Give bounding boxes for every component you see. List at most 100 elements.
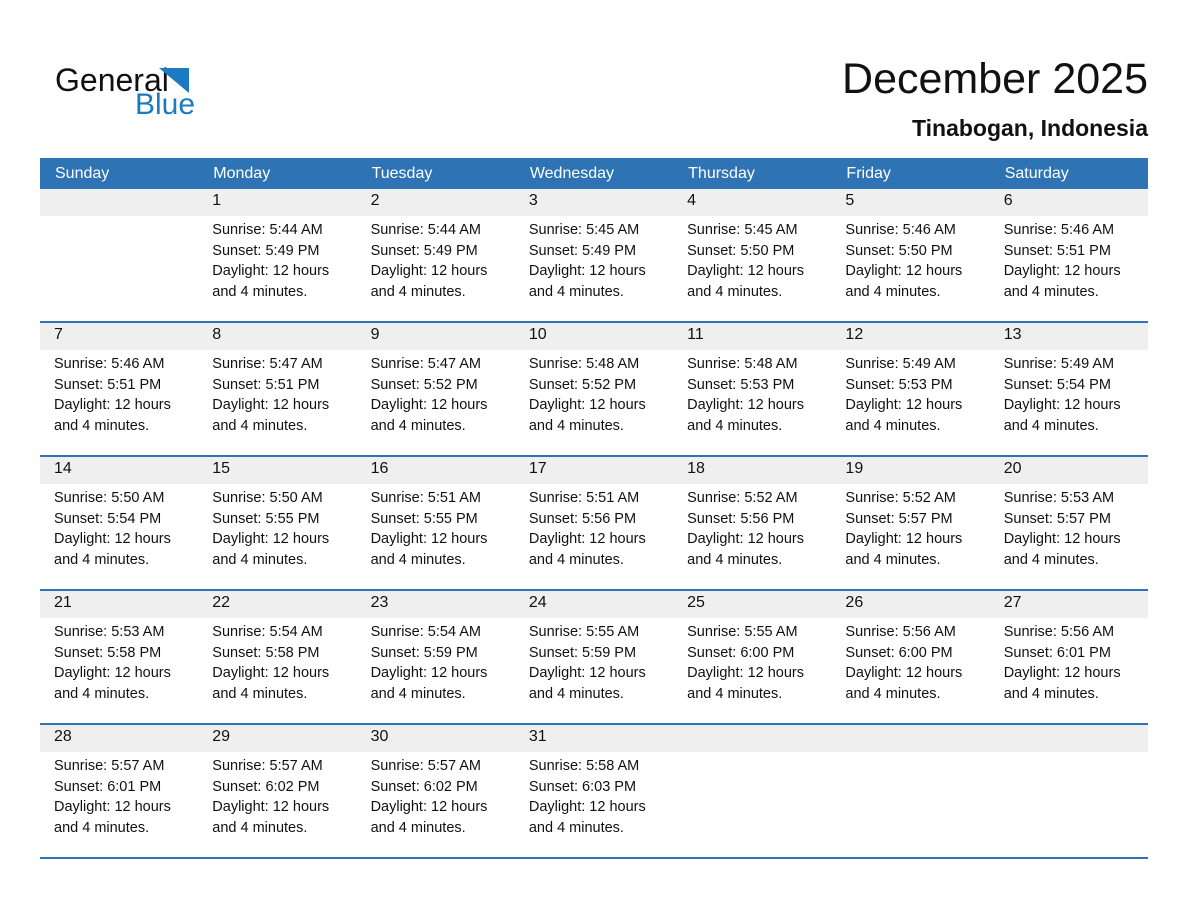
sunset-line: Sunset: 5:53 PM (845, 376, 953, 393)
calendar-table: Sunday Monday Tuesday Wednesday Thursday Frid… (40, 158, 1148, 859)
daylight-line: Daylight: 12 hours and 4 minutes. (687, 531, 805, 568)
sunset-line: Sunset: 5:52 PM (370, 376, 478, 393)
sunset-line: Sunset: 6:00 PM (687, 644, 795, 661)
day-details: Sunrise: 5:50 AM Sunset: 5:54 PM Daylight:… (40, 484, 198, 570)
day-details: Sunrise: 5:46 AM Sunset: 5:51 PM Daylight:… (40, 350, 198, 436)
sunrise-line: Sunrise: 5:46 AM (54, 356, 165, 372)
weekday-header-row: Sunday Monday Tuesday Wednesday Thursday Frid… (40, 158, 1148, 189)
sunset-line: Sunset: 5:56 PM (687, 510, 795, 527)
sunset-line: Sunset: 5:56 PM (528, 510, 637, 527)
sunrise-line: Sunrise: 5:50 AM (54, 490, 165, 506)
sunrise-line: Sunrise: 5:56 AM (845, 624, 956, 640)
day-number: 4 (673, 189, 832, 216)
day-details: Sunrise: 5:45 AM Sunset: 5:50 PM Daylight:… (673, 216, 831, 302)
daylight-line: Daylight: 12 hours and 4 minutes. (845, 263, 963, 300)
day-number: 25 (673, 591, 832, 618)
sunset-line: Sunset: 5:52 PM (528, 376, 637, 393)
daylight-line: Daylight: 12 hours and 4 minutes. (212, 531, 330, 568)
day-cell-17: 17 Sunrise: 5:51 AM Sunset: 5:56 PM Dayligh… (514, 457, 674, 589)
daylight-line: Daylight: 12 hours and 4 minutes. (370, 531, 488, 568)
daylight-line: Daylight: 12 hours and 4 minutes. (370, 263, 488, 300)
day-cell-empty (831, 725, 990, 857)
sunrise-line: Sunrise: 5:54 AM (370, 624, 481, 640)
sunset-line: Sunset: 5:55 PM (370, 510, 478, 527)
sunset-line: Sunset: 6:01 PM (54, 778, 162, 795)
sunrise-line: Sunrise: 5:58 AM (528, 758, 640, 774)
day-cell-8: 8 Sunrise: 5:47 AM Sunset: 5:51 PM Daylight… (198, 323, 357, 455)
sunrise-line: Sunrise: 5:52 AM (687, 490, 798, 506)
day-number: 1 (198, 189, 357, 216)
day-details: Sunrise: 5:52 AM Sunset: 5:57 PM Daylight:… (831, 484, 989, 570)
sunset-line: Sunset: 5:51 PM (1003, 242, 1111, 259)
day-details: Sunrise: 5:47 AM Sunset: 5:52 PM Daylight:… (357, 350, 515, 436)
weekday-monday: Monday (213, 165, 271, 182)
day-cell-28: 28 Sunrise: 5:57 AM Sunset: 6:01 PM Dayligh… (40, 725, 199, 857)
sunset-line: Sunset: 5:53 PM (687, 376, 795, 393)
day-details: Sunrise: 5:52 AM Sunset: 5:56 PM Daylight:… (673, 484, 831, 570)
day-cell-4: 4 Sunrise: 5:45 AM Sunset: 5:50 PM Daylight… (673, 189, 832, 321)
sunset-line: Sunset: 5:51 PM (212, 376, 320, 393)
day-number (989, 725, 1148, 752)
day-details: Sunrise: 5:56 AM Sunset: 6:01 PM Daylight:… (990, 618, 1148, 704)
general-blue-logo: General Blue (55, 62, 255, 132)
sunrise-line: Sunrise: 5:57 AM (212, 758, 323, 774)
day-number: 9 (356, 323, 515, 350)
day-cell-30: 30 Sunrise: 5:57 AM Sunset: 6:02 PM Dayligh… (356, 725, 515, 857)
sunset-line: Sunset: 5:59 PM (370, 644, 478, 661)
day-cell-27: 27 Sunrise: 5:56 AM Sunset: 6:01 PM Dayligh… (989, 591, 1148, 723)
logo-word-general: General (55, 62, 169, 98)
day-cell-empty (40, 189, 199, 321)
day-cell-29: 29 Sunrise: 5:57 AM Sunset: 6:02 PM Dayligh… (198, 725, 357, 857)
day-details: Sunrise: 5:45 AM Sunset: 5:49 PM Daylight:… (515, 216, 673, 302)
daylight-line: Daylight: 12 hours and 4 minutes. (54, 799, 171, 836)
sunrise-line: Sunrise: 5:45 AM (687, 222, 798, 238)
day-number: 8 (198, 323, 357, 350)
calendar-header: December 2025 Tinabogan, Indonesia (842, 55, 1148, 142)
day-details: Sunrise: 5:49 AM Sunset: 5:53 PM Daylight:… (831, 350, 989, 436)
day-number: 11 (673, 323, 832, 350)
day-cell-7: 7 Sunrise: 5:46 AM Sunset: 5:51 PM Daylight… (40, 323, 199, 455)
day-cell-3: 3 Sunrise: 5:45 AM Sunset: 5:49 PM Daylight… (514, 189, 674, 321)
sunset-line: Sunset: 5:51 PM (54, 376, 162, 393)
sunrise-line: Sunrise: 5:49 AM (1003, 356, 1115, 372)
day-cell-empty (673, 725, 832, 857)
day-number: 24 (514, 591, 674, 618)
daylight-line: Daylight: 12 hours and 4 minutes. (687, 397, 805, 434)
sunrise-line: Sunrise: 5:57 AM (54, 758, 165, 774)
day-cell-18: 18 Sunrise: 5:52 AM Sunset: 5:56 PM Dayligh… (673, 457, 832, 589)
month-title: December 2025 (842, 55, 1148, 103)
day-cell-31: 31 Sunrise: 5:58 AM Sunset: 6:03 PM Dayligh… (514, 725, 674, 857)
daylight-line: Daylight: 12 hours and 4 minutes. (528, 665, 646, 702)
sunrise-line: Sunrise: 5:57 AM (370, 758, 481, 774)
sunrise-line: Sunrise: 5:50 AM (212, 490, 323, 506)
day-number (40, 189, 199, 216)
day-details: Sunrise: 5:48 AM Sunset: 5:53 PM Daylight:… (673, 350, 831, 436)
weekday-friday: Friday (846, 165, 891, 182)
day-cell-15: 15 Sunrise: 5:50 AM Sunset: 5:55 PM Dayligh… (198, 457, 357, 589)
day-number: 28 (40, 725, 199, 752)
day-number: 19 (831, 457, 990, 484)
daylight-line: Daylight: 12 hours and 4 minutes. (54, 665, 171, 702)
day-cell-1: 1 Sunrise: 5:44 AM Sunset: 5:49 PM Daylight… (198, 189, 357, 321)
day-cell-22: 22 Sunrise: 5:54 AM Sunset: 5:58 PM Dayligh… (198, 591, 357, 723)
day-details: Sunrise: 5:44 AM Sunset: 5:49 PM Daylight:… (357, 216, 515, 302)
day-number: 21 (40, 591, 199, 618)
day-details: Sunrise: 5:54 AM Sunset: 5:58 PM Daylight:… (198, 618, 356, 704)
sunset-line: Sunset: 5:58 PM (54, 644, 162, 661)
day-details: Sunrise: 5:46 AM Sunset: 5:50 PM Daylight:… (831, 216, 989, 302)
day-cell-20: 20 Sunrise: 5:53 AM Sunset: 5:57 PM Dayligh… (989, 457, 1148, 589)
daylight-line: Daylight: 12 hours and 4 minutes. (528, 263, 646, 300)
day-number: 18 (673, 457, 832, 484)
day-details: Sunrise: 5:57 AM Sunset: 6:02 PM Daylight:… (357, 752, 515, 838)
day-number: 13 (989, 323, 1148, 350)
day-details: Sunrise: 5:51 AM Sunset: 5:56 PM Daylight:… (515, 484, 673, 570)
sunset-line: Sunset: 5:54 PM (1003, 376, 1111, 393)
week-row: 28 Sunrise: 5:57 AM Sunset: 6:01 PM Dayligh… (40, 723, 1148, 857)
sunrise-line: Sunrise: 5:53 AM (54, 624, 165, 640)
day-details: Sunrise: 5:57 AM Sunset: 6:02 PM Daylight:… (198, 752, 356, 838)
daylight-line: Daylight: 12 hours and 4 minutes. (845, 531, 963, 568)
day-cell-10: 10 Sunrise: 5:48 AM Sunset: 5:52 PM Dayligh… (514, 323, 674, 455)
sunrise-line: Sunrise: 5:49 AM (845, 356, 956, 372)
sunrise-line: Sunrise: 5:53 AM (1003, 490, 1115, 506)
daylight-line: Daylight: 12 hours and 4 minutes. (212, 397, 330, 434)
